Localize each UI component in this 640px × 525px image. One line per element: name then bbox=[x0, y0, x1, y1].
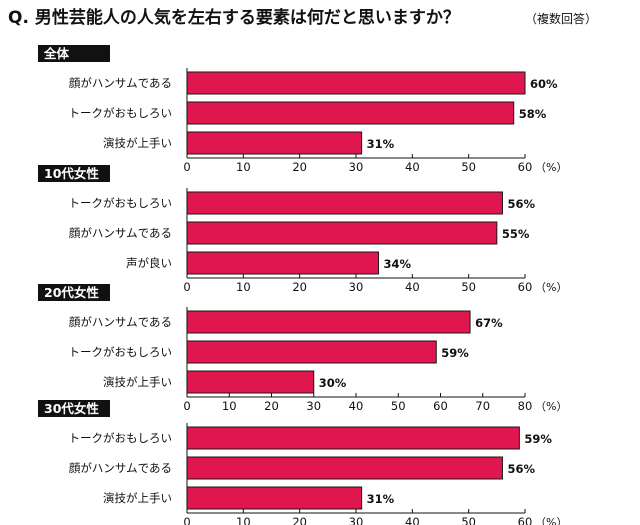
category-label: 演技が上手い bbox=[103, 375, 172, 389]
tick-label: 40 bbox=[405, 280, 420, 294]
tick-label: 50 bbox=[461, 280, 476, 294]
value-label: 56% bbox=[507, 462, 535, 476]
bar bbox=[186, 221, 498, 245]
bar bbox=[186, 131, 363, 155]
bar bbox=[186, 426, 520, 450]
category-label: 演技が上手い bbox=[103, 136, 172, 150]
tick-label: 80 bbox=[518, 399, 533, 413]
tick-label: 60 bbox=[518, 160, 533, 174]
tick-label: 60 bbox=[433, 399, 448, 413]
bar bbox=[186, 456, 503, 480]
axis-unit-label: （%） bbox=[535, 161, 567, 174]
tick-label: 10 bbox=[236, 280, 251, 294]
panel-title: 10代女性 bbox=[44, 166, 99, 181]
tick-label: 30 bbox=[349, 515, 364, 525]
panel-title: 全体 bbox=[43, 46, 70, 61]
bar bbox=[186, 101, 515, 125]
tick-label: 70 bbox=[475, 399, 490, 413]
tick-label: 20 bbox=[292, 160, 307, 174]
value-label: 31% bbox=[367, 137, 395, 151]
axis-unit-label: （%） bbox=[535, 516, 567, 525]
tick-label: 10 bbox=[236, 160, 251, 174]
category-label: トークがおもしろい bbox=[69, 106, 173, 120]
category-label: トークがおもしろい bbox=[69, 431, 173, 445]
category-label: トークがおもしろい bbox=[69, 345, 173, 359]
bar bbox=[186, 486, 363, 510]
value-label: 67% bbox=[475, 316, 503, 330]
category-label: 顔がハンサムである bbox=[69, 226, 172, 240]
bar bbox=[186, 191, 503, 215]
tick-label: 30 bbox=[306, 399, 321, 413]
tick-label: 20 bbox=[264, 399, 279, 413]
category-label: 演技が上手い bbox=[103, 491, 172, 505]
tick-label: 0 bbox=[183, 515, 190, 525]
tick-label: 40 bbox=[349, 399, 364, 413]
category-label: 顔がハンサムである bbox=[69, 461, 172, 475]
tick-label: 10 bbox=[222, 399, 237, 413]
category-label: 声が良い bbox=[126, 256, 172, 270]
panel-title: 30代女性 bbox=[44, 401, 99, 416]
tick-label: 50 bbox=[461, 515, 476, 525]
bar bbox=[186, 251, 380, 275]
tick-label: 60 bbox=[518, 515, 533, 525]
category-label: トークがおもしろい bbox=[69, 196, 173, 210]
value-label: 59% bbox=[524, 432, 552, 446]
tick-label: 10 bbox=[236, 515, 251, 525]
axis-unit-label: （%） bbox=[535, 281, 567, 294]
bar bbox=[186, 310, 471, 334]
tick-label: 50 bbox=[391, 399, 406, 413]
value-label: 58% bbox=[519, 107, 547, 121]
tick-label: 0 bbox=[183, 280, 190, 294]
tick-label: 60 bbox=[518, 280, 533, 294]
panel-title: 20代女性 bbox=[44, 285, 99, 300]
panel-header-bg bbox=[38, 284, 110, 301]
bar bbox=[186, 370, 315, 394]
value-label: 60% bbox=[530, 77, 558, 91]
bar bbox=[186, 340, 437, 364]
value-label: 55% bbox=[502, 227, 530, 241]
tick-label: 30 bbox=[349, 280, 364, 294]
category-label: 顔がハンサムである bbox=[69, 315, 172, 329]
value-label: 30% bbox=[319, 376, 347, 390]
value-label: 31% bbox=[367, 492, 395, 506]
value-label: 56% bbox=[507, 197, 535, 211]
tick-label: 20 bbox=[292, 515, 307, 525]
tick-label: 40 bbox=[405, 160, 420, 174]
tick-label: 0 bbox=[183, 160, 190, 174]
chart-title-note: （複数回答） bbox=[525, 11, 597, 26]
tick-label: 50 bbox=[461, 160, 476, 174]
panel-header-bg bbox=[38, 400, 110, 417]
tick-label: 0 bbox=[183, 399, 190, 413]
tick-label: 20 bbox=[292, 280, 307, 294]
value-label: 59% bbox=[441, 346, 469, 360]
panel-header-bg bbox=[38, 165, 110, 182]
category-label: 顔がハンサムである bbox=[69, 76, 172, 90]
panel-header-bg bbox=[38, 45, 110, 62]
tick-label: 30 bbox=[349, 160, 364, 174]
axis-unit-label: （%） bbox=[535, 400, 567, 413]
value-label: 34% bbox=[384, 257, 412, 271]
tick-label: 40 bbox=[405, 515, 420, 525]
chart-title: Q. 男性芸能人の人気を左右する要素は何だと思いますか？ bbox=[8, 7, 460, 28]
bar bbox=[186, 71, 526, 95]
